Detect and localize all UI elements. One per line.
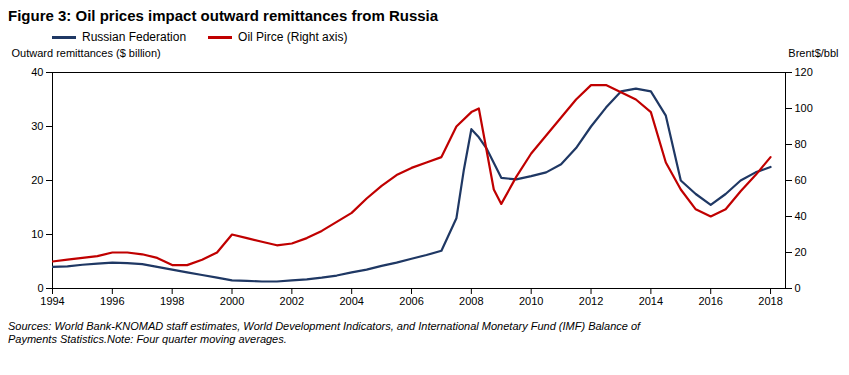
svg-text:1998: 1998 <box>160 295 184 307</box>
svg-text:0: 0 <box>37 282 43 294</box>
svg-text:2002: 2002 <box>280 295 304 307</box>
svg-text:20: 20 <box>31 174 43 186</box>
html-text:Russian Federation: Russian Federation <box>82 30 187 44</box>
svg-text:40: 40 <box>31 66 43 78</box>
html-text:Sources: World Bank-KNOMAD sta: Sources: World Bank-KNOMAD staff estimat… <box>8 320 641 345</box>
svg-text:2010: 2010 <box>519 295 543 307</box>
svg-text:60: 60 <box>795 174 807 186</box>
svg-text:10: 10 <box>31 228 43 240</box>
svg-text:20: 20 <box>795 246 807 258</box>
svg-text:1996: 1996 <box>100 295 124 307</box>
svg-text:40: 40 <box>795 210 807 222</box>
svg-text:2006: 2006 <box>399 295 423 307</box>
svg-text:2004: 2004 <box>339 295 363 307</box>
svg-text:Brent$/bbl: Brent$/bbl <box>788 47 838 59</box>
svg-text:0: 0 <box>795 282 801 294</box>
svg-text:Outward remittances ($ billion: Outward remittances ($ billion) <box>12 47 161 59</box>
svg-text:30: 30 <box>31 120 43 132</box>
svg-text:2018: 2018 <box>758 295 782 307</box>
html-text:Oil Pirce (Right axis): Oil Pirce (Right axis) <box>238 30 348 44</box>
svg-text:2008: 2008 <box>459 295 483 307</box>
svg-text:100: 100 <box>795 102 813 114</box>
html-text:Figure 3: Oil prices impact ou: Figure 3: Oil prices impact outward remi… <box>8 7 439 24</box>
svg-text:2014: 2014 <box>639 295 663 307</box>
svg-text:1994: 1994 <box>40 295 64 307</box>
svg-text:120: 120 <box>795 66 813 78</box>
svg-text:80: 80 <box>795 138 807 150</box>
svg-text:2012: 2012 <box>579 295 603 307</box>
svg-text:2016: 2016 <box>698 295 722 307</box>
svg-text:2000: 2000 <box>220 295 244 307</box>
